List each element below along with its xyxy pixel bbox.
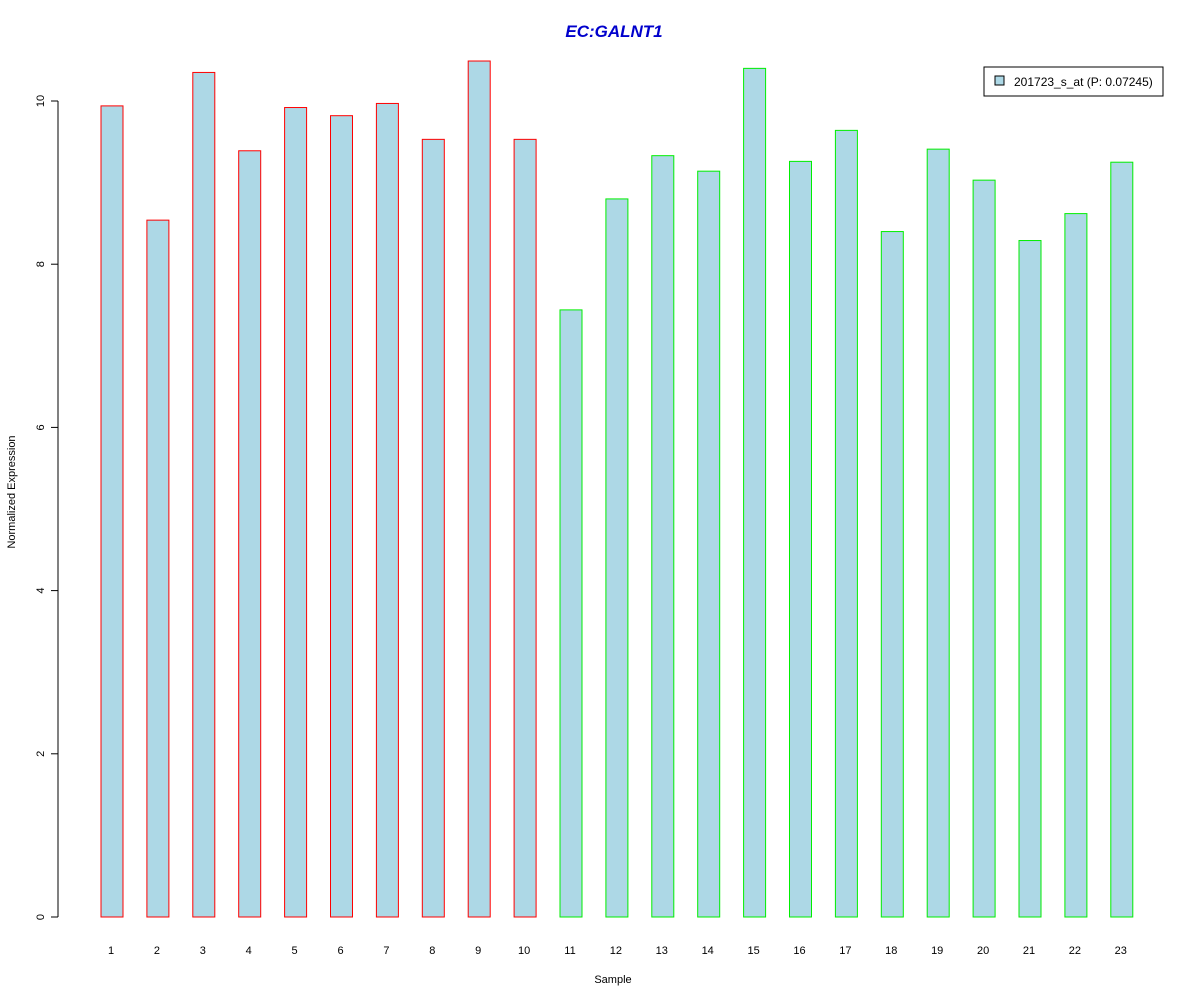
x-tick-label: 5 bbox=[292, 945, 298, 957]
x-tick-label: 10 bbox=[518, 945, 530, 957]
x-tick-label: 22 bbox=[1069, 945, 1081, 957]
y-tick-label: 2 bbox=[35, 751, 47, 757]
legend: 201723_s_at (P: 0.07245) bbox=[983, 66, 1164, 97]
x-tick-labels: 1 2 3 4 5 6 7 8 9 10 11 12 13 14 15 16 17 18 19 20 21 22 23 bbox=[108, 945, 1127, 957]
y-axis: 0 2 4 6 8 10 bbox=[35, 95, 59, 920]
bar bbox=[926, 148, 950, 918]
x-tick-label: 21 bbox=[1023, 945, 1035, 957]
x-tick-label: 11 bbox=[564, 945, 575, 957]
y-tick-label: 4 bbox=[35, 588, 47, 594]
x-tick-label: 2 bbox=[154, 945, 160, 957]
bar bbox=[880, 231, 904, 918]
bar bbox=[697, 170, 721, 918]
x-tick-label: 23 bbox=[1115, 945, 1127, 957]
legend-label: 201723_s_at (P: 0.07245) bbox=[1014, 75, 1153, 89]
legend-swatch bbox=[994, 75, 1005, 86]
x-tick-label: 15 bbox=[747, 945, 759, 957]
y-tick-label: 10 bbox=[35, 95, 47, 107]
x-tick-label: 13 bbox=[656, 945, 668, 957]
bar bbox=[513, 138, 537, 918]
x-tick-label: 6 bbox=[337, 945, 343, 957]
bar bbox=[238, 150, 262, 918]
bar bbox=[192, 71, 216, 918]
bar bbox=[100, 105, 124, 918]
bar bbox=[421, 138, 445, 918]
bar bbox=[559, 309, 583, 918]
bar bbox=[834, 129, 858, 918]
x-tick-label: 3 bbox=[200, 945, 206, 957]
x-tick-label: 9 bbox=[475, 945, 481, 957]
bar bbox=[972, 179, 996, 918]
bar bbox=[375, 102, 399, 918]
x-tick-label: 19 bbox=[931, 945, 943, 957]
y-tick-label: 0 bbox=[35, 914, 47, 920]
bar bbox=[330, 115, 353, 918]
x-tick-label: 4 bbox=[246, 945, 252, 957]
y-tick-label: 6 bbox=[35, 424, 47, 430]
x-tick-label: 18 bbox=[885, 945, 897, 957]
x-tick-label: 1 bbox=[108, 945, 114, 957]
x-tick-label: 14 bbox=[702, 945, 714, 957]
bar bbox=[146, 219, 170, 918]
bar bbox=[1110, 161, 1134, 918]
x-tick-label: 17 bbox=[839, 945, 851, 957]
x-tick-label: 8 bbox=[429, 945, 435, 957]
y-tick-label: 8 bbox=[35, 261, 47, 267]
bar bbox=[467, 60, 491, 918]
bars bbox=[100, 60, 1134, 918]
x-tick-label: 20 bbox=[977, 945, 989, 957]
bar bbox=[1064, 213, 1088, 918]
bar bbox=[743, 67, 767, 918]
bar bbox=[284, 107, 308, 918]
chart-title: EC:GALNT1 bbox=[565, 22, 662, 41]
legend-box bbox=[983, 66, 1164, 97]
bar bbox=[1018, 240, 1042, 918]
x-tick-label: 16 bbox=[793, 945, 805, 957]
bar bbox=[789, 160, 812, 918]
x-tick-label: 7 bbox=[383, 945, 389, 957]
bar bbox=[651, 155, 675, 918]
y-axis-label: Normalized Expression bbox=[6, 435, 18, 548]
bar bbox=[605, 198, 629, 918]
x-tick-label: 12 bbox=[610, 945, 622, 957]
x-axis-label: Sample bbox=[594, 974, 631, 986]
